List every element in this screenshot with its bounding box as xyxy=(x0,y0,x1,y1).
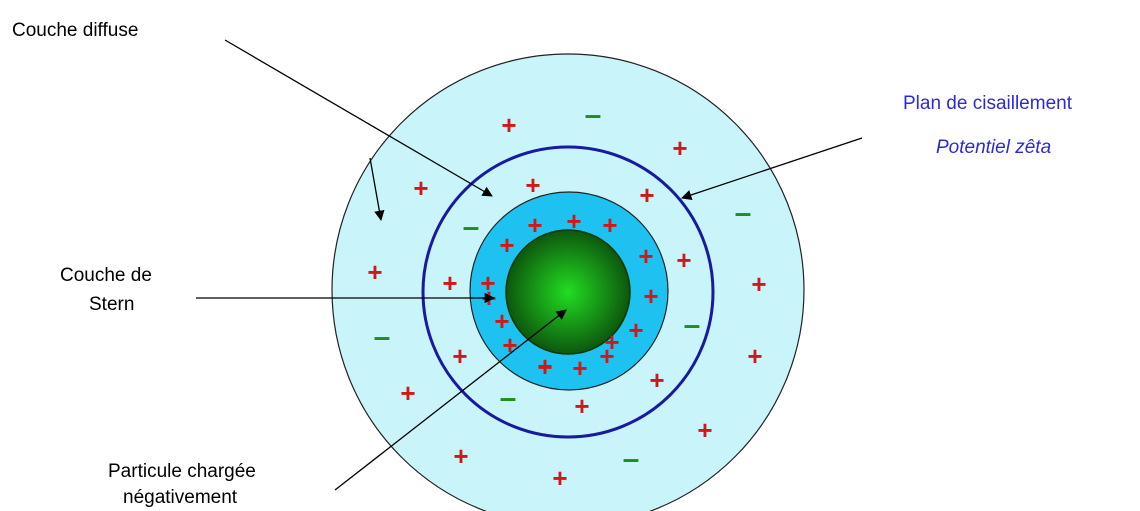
label-stern-layer-line1: Couche de xyxy=(60,265,152,286)
positive-charge: + xyxy=(566,206,581,236)
charges-group: +++ + ++ + ++ + ++ + + ++++ ++++ + + ++ +++ ++++–––– ––– xyxy=(367,99,766,494)
positive-charge: + xyxy=(574,391,589,421)
positive-charge: + xyxy=(537,351,552,381)
positive-charge: + xyxy=(676,245,691,275)
label-diffuse-layer: Couche diffuse xyxy=(12,20,138,41)
negative-charge: – xyxy=(585,99,602,132)
positive-charge: + xyxy=(525,170,540,200)
negative-charge: – xyxy=(500,382,517,415)
positive-charge: + xyxy=(639,180,654,210)
label-shear-plane: Plan de cisaillement xyxy=(903,93,1073,114)
positive-charge: + xyxy=(604,327,619,357)
positive-charge: + xyxy=(747,341,762,371)
arrow-particle xyxy=(334,309,567,491)
positive-charge: + xyxy=(367,257,382,287)
charged-particle xyxy=(505,229,631,355)
positive-charge: + xyxy=(501,110,516,140)
negative-charge: – xyxy=(463,211,480,244)
label-particle-line2: négativement xyxy=(123,487,238,508)
label-zeta-potential: Potentiel zêta xyxy=(936,137,1051,158)
arrow-diffuse-to-outer-ring xyxy=(369,157,385,222)
positive-charge: + xyxy=(649,365,664,395)
arrow-shear-plane xyxy=(681,137,863,200)
arrows xyxy=(196,39,863,491)
positive-charge: + xyxy=(572,353,587,383)
positive-charge: + xyxy=(452,341,467,371)
positive-charge: + xyxy=(453,441,468,471)
positive-charge: + xyxy=(442,268,457,298)
positive-charge: + xyxy=(751,269,766,299)
positive-charge: + xyxy=(628,315,643,345)
positive-charge: + xyxy=(527,210,542,240)
positive-charge: + xyxy=(480,268,495,298)
arrow-diffuse-to-shear-gap xyxy=(224,39,493,197)
positive-charge: + xyxy=(697,415,712,445)
positive-charge: + xyxy=(672,133,687,163)
positive-charge: + xyxy=(599,341,614,371)
positive-charge: + xyxy=(552,463,567,493)
shear-plane-circle xyxy=(421,145,715,439)
positive-charge: + xyxy=(494,306,509,336)
negative-charge: – xyxy=(684,309,701,342)
negative-charge: – xyxy=(623,443,640,476)
positive-charge: + xyxy=(400,378,415,408)
positive-charge: + xyxy=(537,352,552,382)
positive-charge: + xyxy=(502,330,517,360)
positive-charge: + xyxy=(413,173,428,203)
positive-charge: + xyxy=(602,210,617,240)
label-stern-layer-line2: Stern xyxy=(89,294,134,315)
negative-charge: – xyxy=(374,321,391,354)
positive-charge: + xyxy=(499,230,514,260)
negative-charge: – xyxy=(735,197,752,230)
label-particle-line1: Particule chargée xyxy=(108,461,256,482)
positive-charge: + xyxy=(638,241,653,271)
positive-charge: + xyxy=(643,281,658,311)
